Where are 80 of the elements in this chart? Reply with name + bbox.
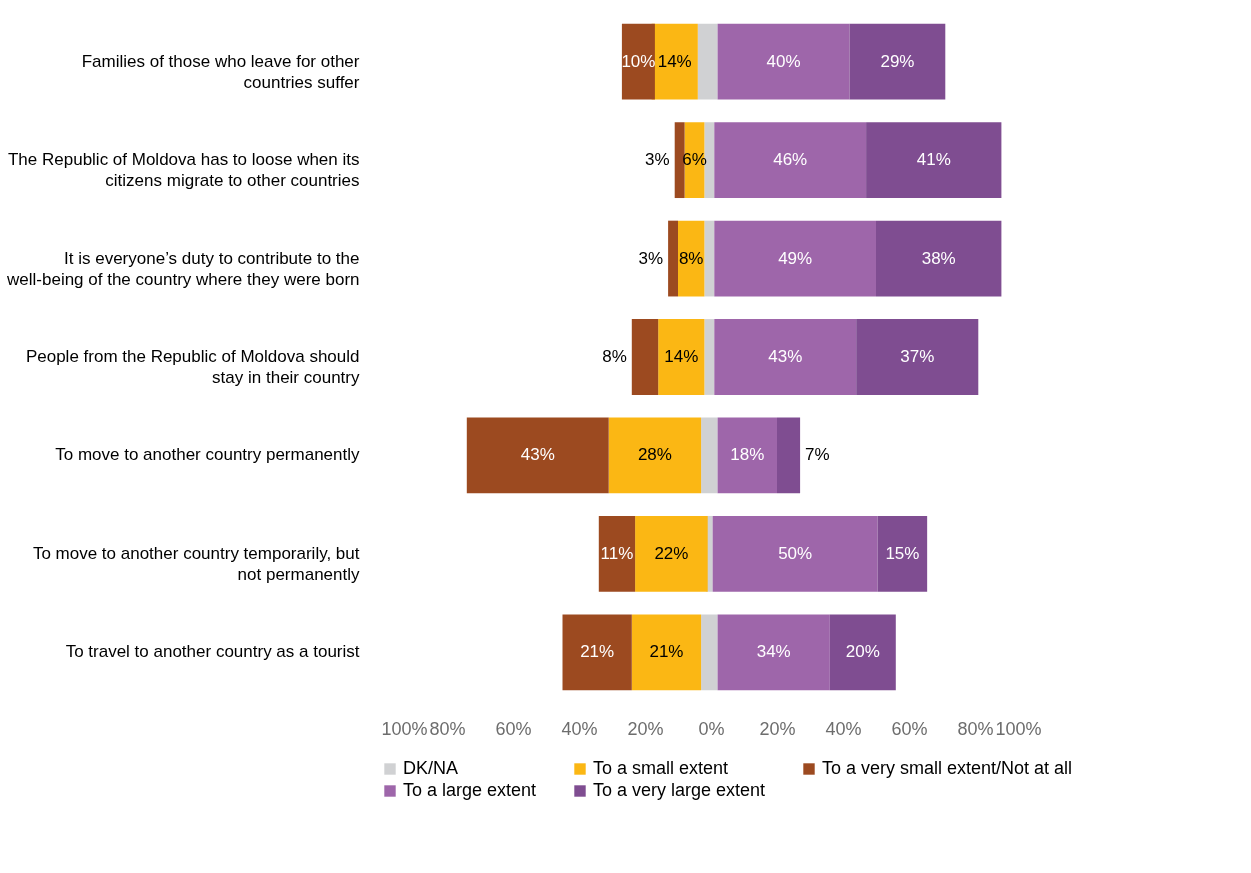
bar [466,417,609,494]
data-label: 21% [649,642,684,662]
x-tick-label: 100% [381,718,428,739]
bar [621,23,655,100]
data-label: 22% [654,543,689,563]
data-label: 21% [580,642,615,662]
data-label: 20% [845,642,880,662]
data-label: 34% [756,642,791,662]
data-label: 14% [657,51,692,71]
data-label: 3% [638,248,664,268]
bar [714,319,857,395]
bar [877,515,928,592]
y-tick-label: To move to another country temporarily, but not permanently [32,543,360,584]
data-label: 3% [645,150,670,170]
legend-label: To a very small extent/Not at all [822,758,1073,778]
bar [717,417,777,494]
x-tick-label: 80% [429,718,466,739]
bar [876,220,1002,297]
data-label: 14% [664,347,699,366]
bar [631,319,659,395]
bar [777,417,801,494]
data-label: 43% [520,445,555,465]
bar [598,515,636,592]
bar [717,614,830,691]
bar [829,614,896,691]
data-label: 50% [778,543,813,563]
data-label: 28% [637,445,672,465]
bar [704,220,715,297]
legend-label: To a very large extent [593,780,766,800]
y-tick-label: To travel to another country as a tourist [65,642,360,662]
bar [712,515,878,592]
bar [631,614,702,691]
data-label: 15% [885,543,920,563]
bar [714,220,876,297]
bar [701,614,718,691]
bar [856,319,979,395]
bar [714,122,867,199]
bar [668,220,678,297]
data-label: 10% [621,51,656,71]
bar [849,23,946,100]
y-tick-label: To move to another country permanently [55,445,360,465]
x-tick-label: 60% [495,718,532,739]
bar [866,122,1002,199]
bar [562,614,632,691]
x-tick-label: 40% [825,718,862,739]
data-label: 40% [766,51,801,71]
data-label: 38% [921,248,956,268]
bar [704,319,715,395]
y-tick-label: It is everyone’s duty to contribute to the well-being of the country where they were born [6,248,360,289]
bar [674,122,685,199]
bar [701,417,718,494]
legend-label: To a small extent [593,758,729,778]
x-tick-label: 20% [759,718,796,739]
data-label: 46% [773,150,808,170]
x-tick-label: 80% [957,718,994,739]
data-label: 37% [900,347,935,366]
data-label: 29% [880,51,915,71]
data-label: 41% [916,150,951,170]
y-tick-label: The Republic of Moldova has to loose when its citizens migrate to other countries [7,150,360,191]
bar [717,23,850,100]
data-label: 7% [805,445,830,465]
x-tick-label: 20% [627,718,664,739]
bar [608,417,702,494]
x-tick-label: 60% [891,718,928,739]
legend-label: To a large extent [403,780,537,800]
data-label: 11% [600,543,634,563]
data-label: 8% [678,248,704,268]
data-label: 8% [602,347,627,366]
bar [697,23,718,100]
data-label: 49% [778,248,813,268]
data-label: 18% [730,445,765,465]
legend-label: DK/NA [403,758,459,778]
y-tick-label: Families of those who leave for other countries suffer [81,51,360,92]
y-tick-label: People from the Republic of Moldova should stay in their country [25,347,360,387]
data-label: 43% [768,347,803,366]
bar [658,319,705,395]
x-tick-label: 0% [698,718,725,739]
bar [635,515,708,592]
x-tick-label: 100% [995,718,1042,739]
x-tick-label: 40% [561,718,598,739]
